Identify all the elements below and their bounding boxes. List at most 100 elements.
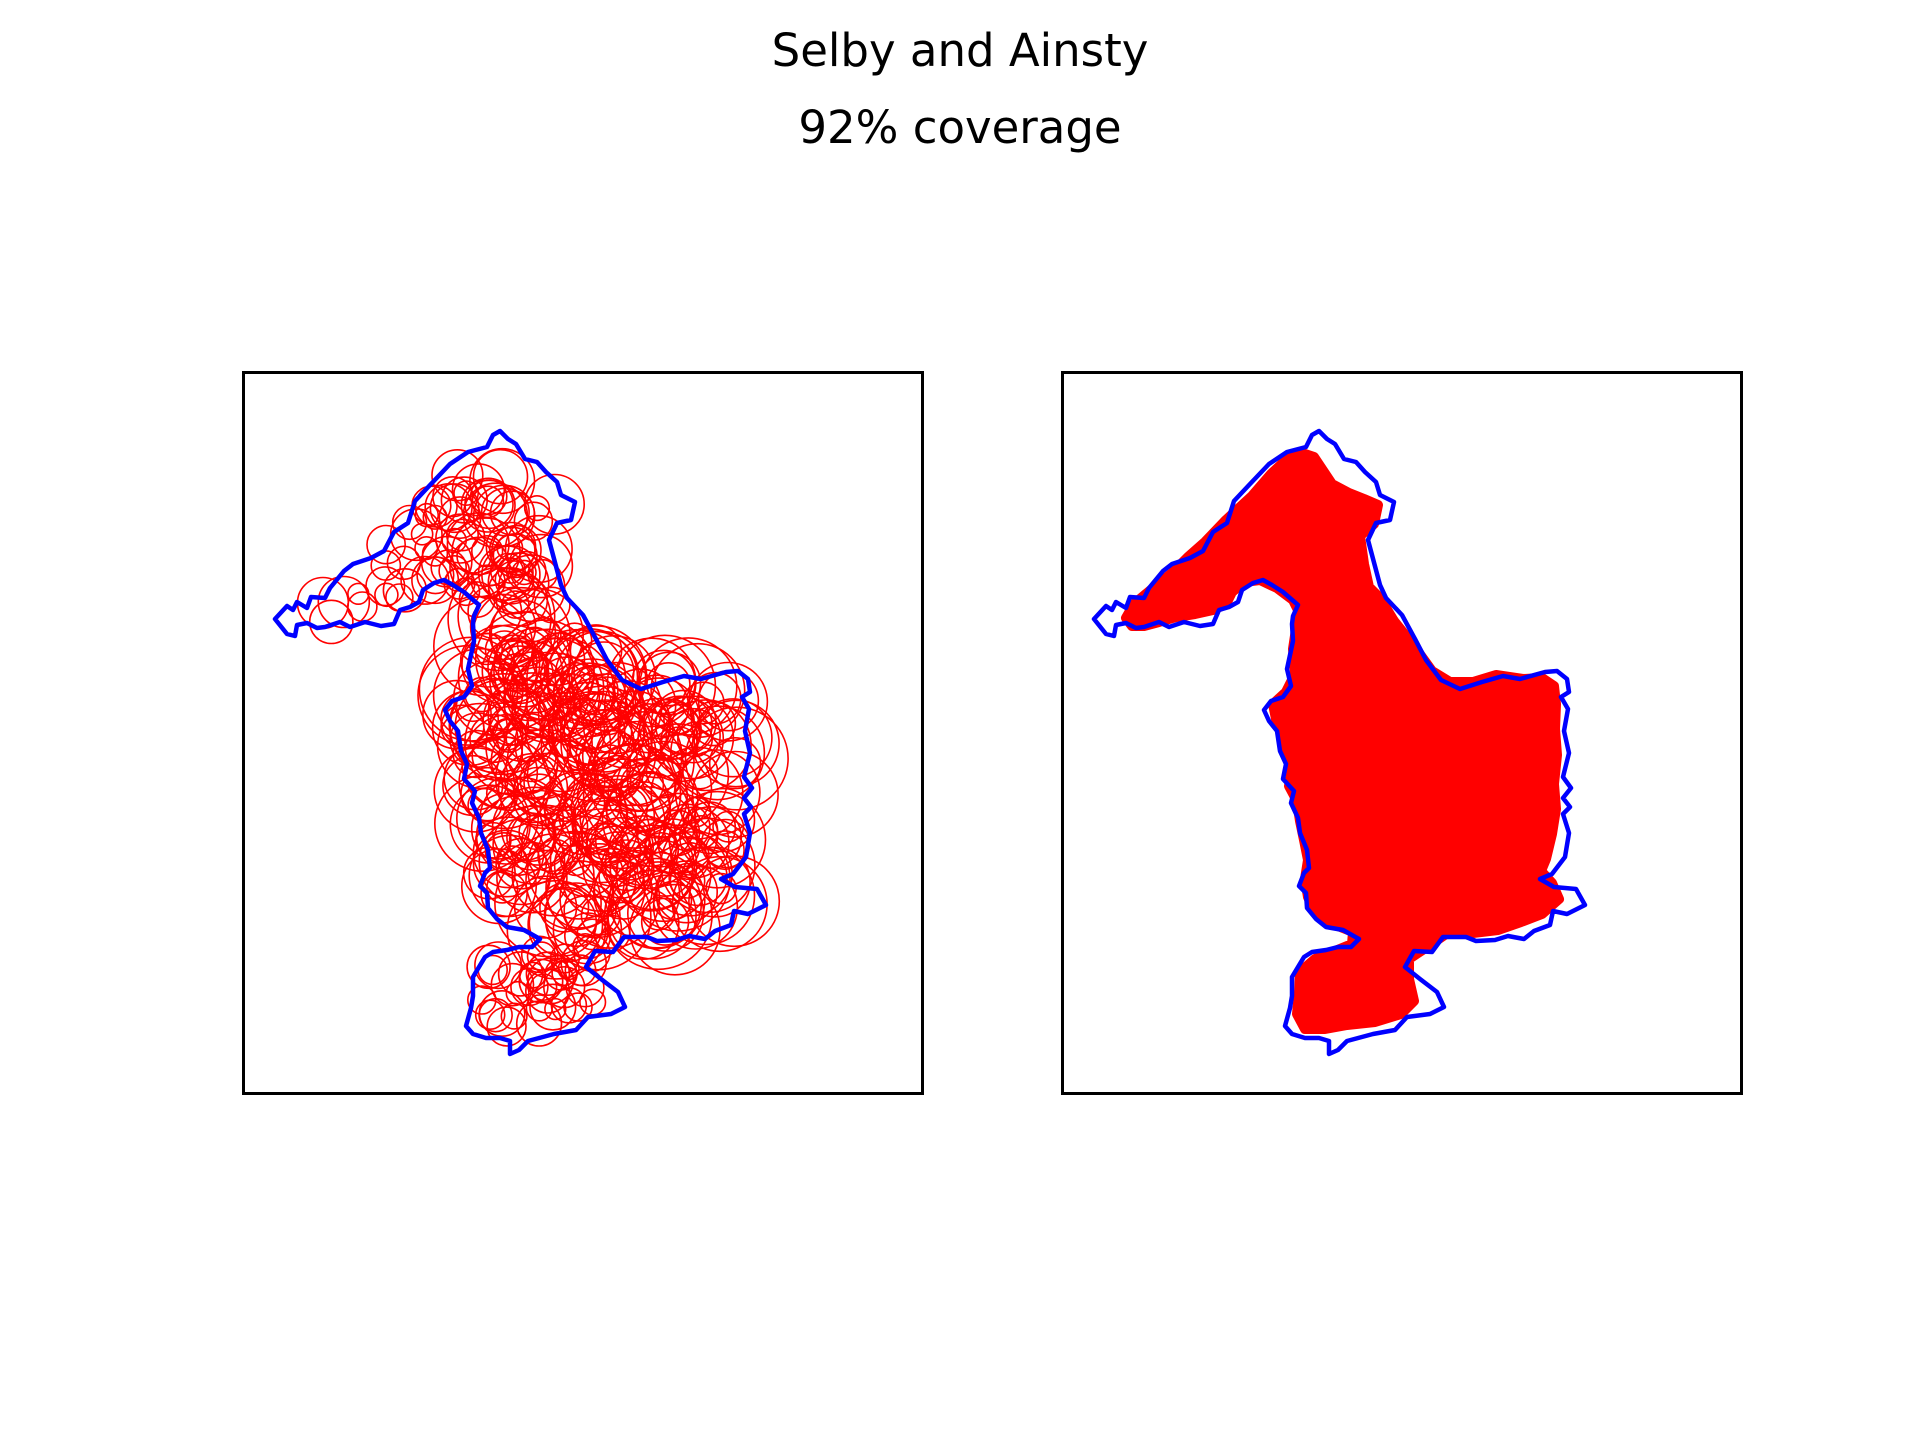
coverage-circle	[432, 595, 534, 697]
coverage-area	[1121, 448, 1564, 1034]
coverage-circle	[529, 983, 577, 1031]
coverage-circle	[582, 757, 632, 807]
coverage-circle	[610, 857, 703, 950]
coverage-circle	[438, 496, 482, 540]
coverage-circle	[650, 689, 717, 756]
coverage-circle	[708, 737, 762, 790]
coverage-circle	[492, 533, 538, 579]
coverage-circle	[669, 835, 710, 876]
coverage-circle	[544, 863, 652, 971]
coverage-circle	[391, 504, 428, 541]
constituency-boundary	[1091, 428, 1588, 1057]
coverage-circle	[505, 980, 530, 1006]
coverage-circle	[690, 700, 737, 747]
coverage-circle	[688, 855, 781, 948]
filled-panel	[1061, 371, 1743, 1095]
coverage-circle	[490, 962, 535, 1007]
coverage-circle	[570, 661, 663, 755]
coverage-circle	[474, 999, 506, 1031]
coverage-circle	[547, 672, 579, 705]
circles-panel	[242, 371, 924, 1095]
coverage-circle	[317, 575, 371, 629]
coverage-circle	[575, 809, 655, 888]
coverage-circle	[544, 997, 567, 1021]
coverage-circles	[296, 447, 789, 1047]
coverage-circle	[563, 992, 593, 1022]
coverage-circle	[573, 641, 635, 703]
coverage-circle	[547, 805, 589, 847]
coverage-circle	[650, 642, 746, 739]
coverage-circle	[486, 871, 519, 904]
coverage-circle	[627, 874, 705, 952]
coverage-circle	[497, 652, 538, 693]
coverage-circle	[556, 622, 593, 659]
coverage-circle	[416, 556, 455, 595]
coverage-circle	[652, 880, 693, 921]
coverage-circle	[518, 958, 564, 1004]
coverage-circle	[448, 677, 544, 774]
coverage-circle	[474, 821, 512, 859]
coverage-circle	[308, 599, 354, 645]
coverage-circle	[451, 577, 481, 607]
coverage-circle	[494, 849, 602, 958]
coverage-circle	[566, 708, 657, 799]
coverage-circle	[366, 524, 407, 565]
coverage-circle	[472, 448, 529, 505]
coverage-circle	[525, 692, 606, 773]
coverage-circle	[620, 762, 665, 807]
coverage-circle	[525, 684, 569, 727]
coverage-circle	[691, 699, 780, 788]
coverage-circle	[575, 725, 638, 789]
coverage-circle	[606, 887, 680, 960]
coverage-circle	[516, 626, 553, 662]
coverage-circle	[506, 879, 607, 980]
coverage-circle	[603, 861, 713, 971]
coverage-circle	[704, 830, 745, 871]
coverage-circle	[682, 753, 719, 790]
coverage-circle	[579, 988, 607, 1016]
coverage-circle	[560, 699, 653, 791]
coverage-circle	[440, 476, 489, 524]
coverage-circle	[472, 829, 541, 898]
coverage-circle	[582, 743, 689, 849]
coverage-circle	[431, 448, 484, 502]
coverage-circle	[542, 771, 606, 835]
coverage-circle	[433, 747, 519, 833]
coverage-circle	[501, 590, 530, 619]
coverage-circle	[642, 700, 703, 761]
coverage-circle	[490, 725, 559, 794]
coverage-circle	[601, 772, 697, 868]
coverage-circle	[474, 610, 572, 708]
coverage-circle	[452, 729, 501, 779]
coverage-circle	[460, 477, 516, 533]
coverage-circle	[510, 647, 549, 686]
coverage-circle	[676, 721, 713, 758]
filled-map	[1091, 428, 1588, 1057]
coverage-circle	[467, 985, 497, 1015]
coverage-circle	[693, 698, 773, 778]
coverage-circle	[487, 552, 550, 615]
coverage-circle	[492, 805, 572, 885]
coverage-circle	[502, 628, 595, 722]
coverage-circle	[484, 831, 523, 870]
coverage-circle	[506, 732, 557, 783]
coverage-circle	[537, 658, 646, 766]
coverage-subtitle: 92% coverage	[798, 101, 1122, 154]
coverage-circle	[650, 746, 744, 840]
figure-title: Selby and Ainsty	[771, 24, 1149, 77]
coverage-circle	[619, 818, 678, 876]
coverage-circle	[712, 810, 745, 843]
coverage-circle	[554, 630, 647, 723]
coverage-circle	[446, 518, 480, 552]
circles-map	[272, 428, 789, 1057]
coverage-circle	[347, 582, 370, 606]
constituency-boundary	[272, 428, 769, 1057]
coverage-circle	[495, 837, 548, 890]
coverage-circle	[488, 599, 557, 668]
coverage-circle	[506, 812, 556, 863]
coverage-circle	[478, 989, 526, 1037]
coverage-circle	[533, 586, 571, 624]
coverage-circle	[691, 750, 779, 838]
coverage-circle	[523, 495, 551, 522]
coverage-circle	[410, 522, 434, 546]
